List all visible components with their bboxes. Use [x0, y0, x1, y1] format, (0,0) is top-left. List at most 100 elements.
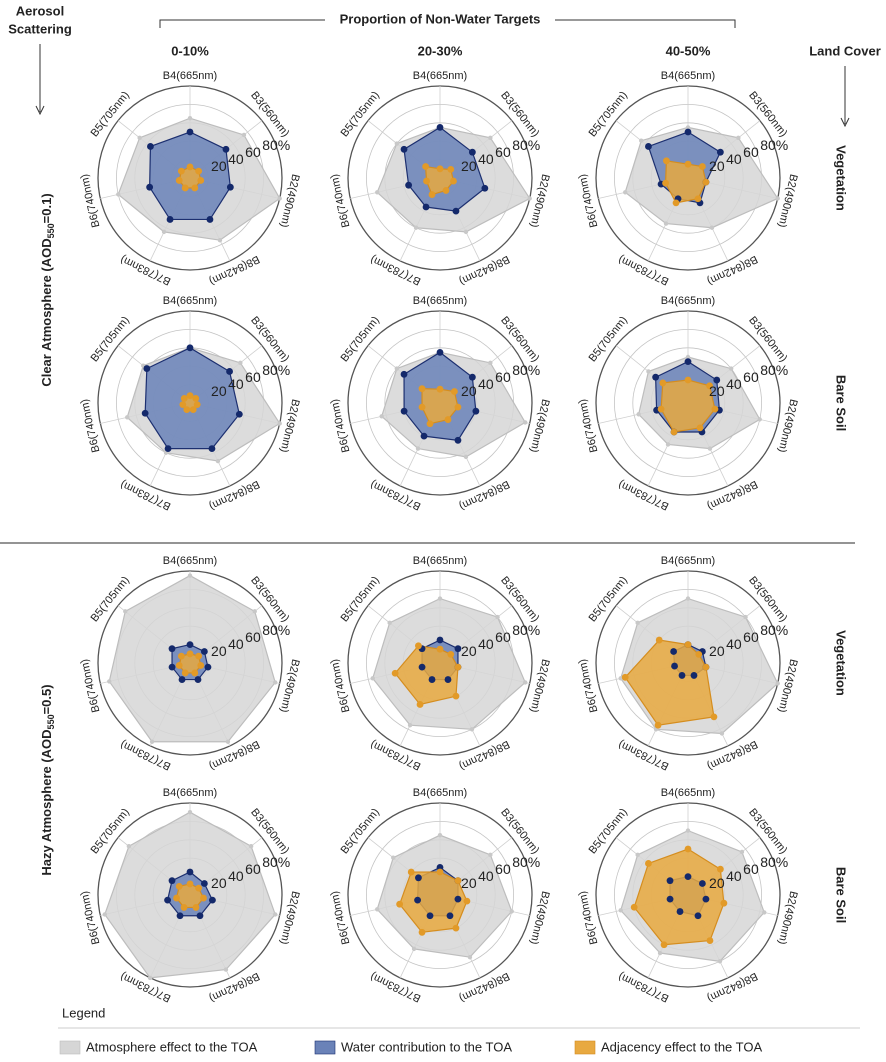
label-part: 550 — [46, 223, 56, 238]
series-point — [488, 360, 493, 366]
series-point — [195, 652, 203, 660]
series-point — [177, 652, 185, 660]
series-point — [454, 877, 462, 885]
series-point — [452, 207, 460, 215]
axis-label: B6(740nm) — [79, 658, 103, 714]
series-point — [775, 196, 780, 201]
series-point — [618, 908, 623, 913]
series-point — [186, 163, 194, 171]
legend-title: Legend — [62, 1005, 105, 1020]
r-tick-label: 20 — [461, 643, 477, 659]
series-point — [209, 896, 216, 904]
r-tick-label: 40 — [478, 636, 494, 652]
series-point — [418, 928, 426, 936]
series-point — [684, 873, 692, 880]
series-point — [183, 406, 191, 414]
series-point — [191, 669, 199, 677]
radar-chart: 20 40 60 80%B2(490nm)B3(560nm)B4(665nm)B5(7… — [79, 295, 302, 512]
series-point — [685, 354, 691, 360]
series-point — [666, 895, 674, 903]
label-part: =0.1) — [39, 193, 54, 223]
axis-label: B4(665nm) — [163, 70, 217, 82]
series-point — [666, 877, 674, 885]
r-tick-label: 60 — [245, 144, 261, 160]
series-point — [192, 904, 200, 911]
series-point — [523, 680, 528, 685]
series-point — [394, 366, 400, 371]
series-point — [657, 950, 663, 956]
r-tick-label: 40 — [228, 151, 244, 167]
series-point — [225, 739, 231, 744]
series-point — [197, 177, 205, 184]
series-point — [418, 385, 426, 393]
series-point — [660, 941, 668, 949]
r-tick-label: 40 — [478, 151, 494, 167]
series-point — [126, 844, 132, 849]
label-part: Clear Atmosphere (AOD — [39, 238, 54, 386]
series-point — [418, 663, 426, 671]
series-point — [468, 148, 476, 156]
series-point — [657, 405, 665, 413]
series-point — [695, 650, 703, 658]
legend-swatch — [59, 1040, 81, 1055]
series-point — [684, 376, 692, 384]
axis-label: B2(490nm) — [278, 173, 302, 229]
series-point — [186, 641, 194, 648]
series-point — [702, 663, 710, 671]
series-point — [195, 167, 203, 175]
series-point — [690, 672, 698, 679]
series-point — [696, 424, 704, 432]
axis-label: B6(740nm) — [577, 398, 601, 454]
series-point — [639, 138, 644, 143]
row-axis-title: Scattering — [8, 21, 72, 36]
series-point — [149, 739, 155, 744]
series-point — [277, 421, 282, 426]
r-tick-label: 40 — [228, 868, 244, 884]
axis-label: B4(665nm) — [661, 70, 715, 82]
series-point — [177, 167, 185, 175]
r-tick-label: 40 — [726, 868, 742, 884]
series-point — [107, 679, 112, 684]
r-tick-label: 20 — [211, 383, 227, 399]
series-point — [426, 912, 434, 920]
series-point — [436, 385, 444, 393]
label-part: =0.5) — [39, 684, 54, 714]
series-point — [743, 614, 748, 620]
series-point — [452, 924, 460, 932]
series-point — [215, 458, 221, 464]
series-point — [175, 882, 183, 890]
series-point — [197, 662, 205, 669]
r-tick-label: 20 — [211, 875, 227, 891]
series-point — [206, 216, 214, 223]
r-tick-label: 20 — [211, 158, 227, 174]
series-point — [450, 388, 458, 395]
series-point — [178, 676, 186, 683]
series-point — [407, 722, 413, 728]
series-point — [676, 908, 684, 915]
series-point — [143, 365, 151, 372]
series-point — [757, 417, 762, 422]
col-header: 20-30% — [418, 43, 463, 58]
series-point — [415, 446, 421, 451]
series-point — [208, 445, 216, 452]
series-point — [716, 865, 724, 873]
series-point — [407, 868, 415, 876]
axis-label: B2(490nm) — [776, 398, 800, 454]
r-tick-label: 40 — [478, 376, 494, 392]
series-point — [187, 116, 193, 121]
series-point — [706, 382, 713, 390]
series-point — [706, 937, 714, 944]
series-point — [447, 650, 455, 658]
series-point — [684, 128, 692, 136]
r-tick-label: 60 — [743, 144, 759, 160]
series-point — [454, 645, 462, 653]
series-point — [394, 141, 400, 146]
r-tick-label: 80% — [512, 137, 540, 153]
series-point — [391, 669, 399, 677]
series-point — [702, 895, 710, 903]
land-cover-label: Vegetation — [834, 145, 849, 211]
r-tick-label: 20 — [709, 383, 725, 399]
axis-label: B6(740nm) — [79, 890, 103, 946]
radar-chart: 20 40 60 80%B2(490nm)B3(560nm)B4(665nm)B5(7… — [577, 555, 800, 772]
series-point — [665, 442, 671, 447]
